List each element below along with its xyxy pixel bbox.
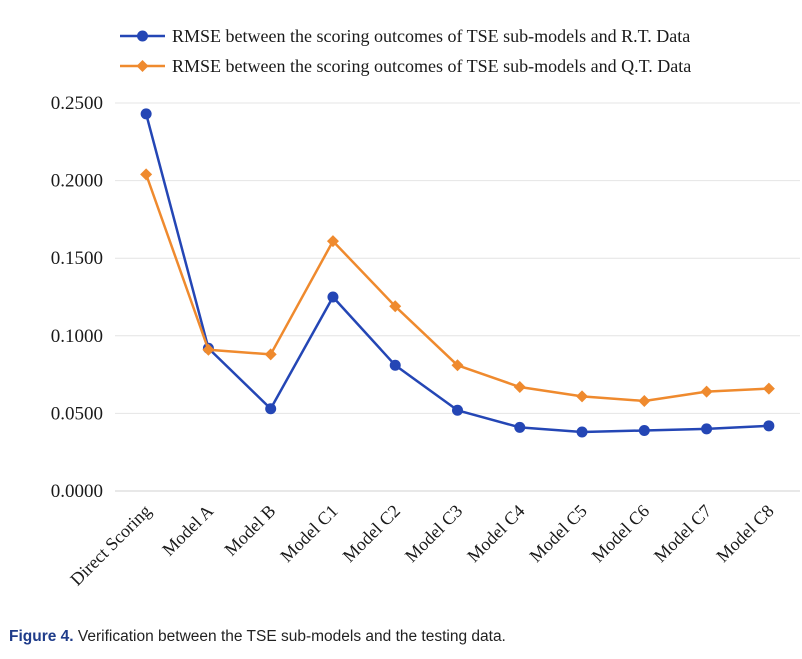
- legend-entry-rt: RMSE between the scoring outcomes of TSE…: [120, 26, 690, 46]
- y-axis: 0.0000 0.0500 0.1000 0.1500 0.2000 0.2500: [51, 93, 103, 502]
- x-tick-label: Model C1: [276, 501, 341, 566]
- x-tick-label: Model C5: [525, 501, 590, 566]
- figure-caption-label: Figure 4.: [9, 628, 74, 645]
- data-point: [763, 420, 775, 432]
- data-point: [700, 385, 713, 398]
- y-tick-label: 0.0500: [51, 403, 103, 424]
- data-point: [762, 382, 775, 395]
- x-tick-label: Model C4: [463, 501, 528, 566]
- data-point: [638, 394, 651, 407]
- data-point: [140, 108, 152, 120]
- y-tick-label: 0.1500: [51, 248, 103, 269]
- data-point: [576, 390, 589, 403]
- data-point: [265, 403, 277, 415]
- y-tick-label: 0.1000: [51, 326, 103, 347]
- data-point: [327, 291, 339, 303]
- data-point: [326, 235, 339, 248]
- series-layer: [140, 108, 775, 438]
- series-0: [140, 108, 775, 438]
- data-point: [576, 426, 588, 438]
- x-tick-label: Model C3: [401, 501, 466, 566]
- x-tick-label: Direct Scoring: [66, 501, 155, 590]
- y-tick-label: 0.2500: [51, 93, 103, 114]
- y-tick-label: 0.2000: [51, 171, 103, 192]
- legend-marker-rt: [137, 30, 148, 42]
- legend-marker-qt: [136, 60, 149, 72]
- legend-label-qt: RMSE between the scoring outcomes of TSE…: [172, 56, 691, 76]
- legend: RMSE between the scoring outcomes of TSE…: [120, 26, 691, 76]
- data-point: [451, 359, 464, 372]
- x-tick-label: Model C8: [712, 501, 777, 566]
- data-point: [264, 348, 277, 361]
- x-tick-label: Model A: [158, 501, 217, 560]
- line-chart: 0.0000 0.0500 0.1000 0.1500 0.2000 0.2500 Dir…: [51, 26, 800, 590]
- grid-lines: [115, 102, 800, 492]
- figure-caption: Figure 4. Verification between the TSE s…: [9, 628, 506, 646]
- data-point: [701, 423, 713, 435]
- legend-entry-qt: RMSE between the scoring outcomes of TSE…: [120, 56, 691, 76]
- data-point: [514, 421, 526, 433]
- x-tick-label: Model C6: [588, 501, 653, 566]
- legend-label-rt: RMSE between the scoring outcomes of TSE…: [172, 26, 690, 46]
- figure-caption-text: Verification between the TSE sub-models …: [73, 628, 506, 645]
- data-point: [140, 168, 153, 181]
- data-point: [638, 424, 650, 436]
- data-point: [452, 404, 463, 416]
- data-point: [389, 300, 402, 313]
- x-tick-label: Model C7: [650, 501, 715, 566]
- x-tick-label: Model B: [220, 501, 279, 560]
- data-point: [389, 359, 401, 371]
- x-tick-label: Model C2: [339, 501, 404, 566]
- data-point: [513, 381, 526, 394]
- series-line: [144, 113, 769, 434]
- series-1: [140, 168, 775, 407]
- data-point: [202, 343, 215, 356]
- y-tick-label: 0.0000: [51, 481, 103, 502]
